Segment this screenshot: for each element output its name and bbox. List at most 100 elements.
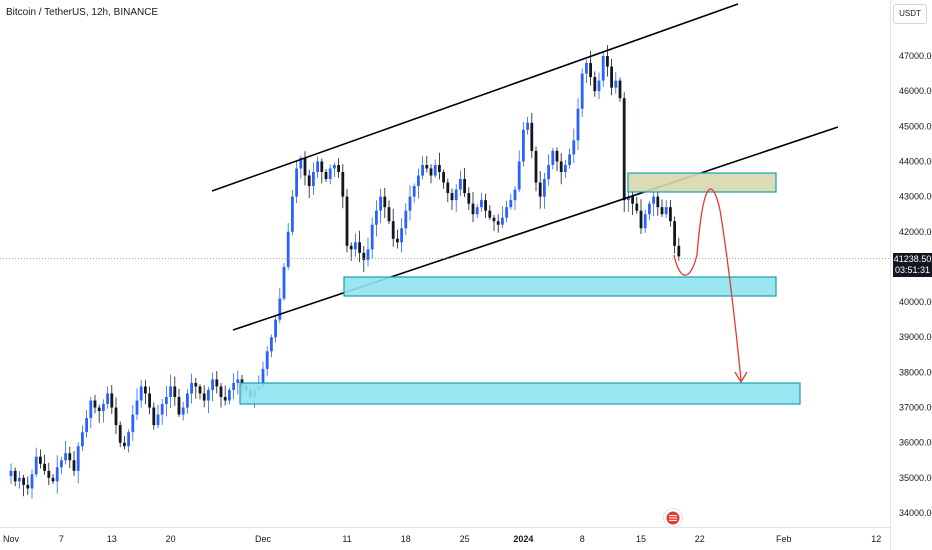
candle-body (127, 432, 130, 447)
candle-body (282, 266, 286, 299)
resistance-zone[interactable] (627, 172, 777, 193)
y-tick-label: 39000.00 (899, 332, 932, 342)
candle-body (627, 196, 630, 201)
candle-body (610, 66, 613, 88)
candle-body (274, 319, 277, 338)
candle-body (349, 245, 353, 250)
candle-body (26, 484, 30, 489)
candle-body (417, 175, 420, 187)
candle-body (467, 193, 471, 204)
candle-body (236, 379, 240, 383)
candle-body (555, 150, 559, 162)
candle-body (232, 382, 235, 390)
y-tick-label: 37000.00 (899, 403, 932, 413)
channel-lower-line[interactable] (232, 126, 839, 331)
candle-body (43, 463, 46, 471)
candle-body (93, 400, 97, 408)
candle-body (522, 129, 525, 162)
candle-body (299, 157, 303, 169)
candle-body (429, 168, 433, 176)
candle-body (576, 108, 580, 141)
support-zone-lower[interactable] (239, 382, 801, 405)
candle-body (337, 164, 340, 173)
candle-body (265, 351, 269, 369)
candle-body (68, 453, 72, 461)
x-tick-label: 18 (401, 534, 411, 544)
candle-body (433, 164, 437, 176)
candle-body (492, 217, 496, 222)
x-axis[interactable]: Nov 7 13 20 Dec 11 18 25 2024 8 15 22 Feb 12 (3, 534, 881, 544)
candle-body (488, 210, 492, 218)
candle-body (450, 193, 454, 201)
candle-body (513, 189, 517, 201)
candle-body (110, 393, 114, 408)
y-tick-label: 40000.00 (899, 297, 932, 307)
candle-body (328, 168, 332, 180)
candle-body (202, 393, 206, 401)
candle-body (484, 200, 487, 211)
candle-body (375, 210, 378, 225)
support-zone-upper[interactable] (343, 276, 777, 297)
candle-body (333, 164, 336, 169)
candle-body (358, 242, 361, 253)
chart-title: Bitcoin / TetherUS, 12h, BINANCE (6, 7, 159, 18)
candle-body (316, 161, 319, 173)
candle-body (496, 221, 500, 225)
x-tick-label: 22 (695, 534, 705, 544)
candle-body (589, 63, 592, 78)
candle-body (425, 164, 429, 169)
candle-body (551, 150, 555, 165)
x-tick-label: Nov (3, 534, 20, 544)
candle-body (601, 56, 605, 81)
candle-body (517, 161, 521, 190)
candle-body (387, 207, 391, 222)
candle-body (286, 231, 290, 267)
candle-body (307, 175, 311, 187)
candle-body (438, 164, 441, 173)
projection-path[interactable] (673, 188, 742, 381)
candle-body (664, 207, 668, 215)
candle-body (412, 186, 416, 197)
candle-body (139, 386, 143, 401)
y-tick-label: 34000.00 (899, 508, 932, 518)
tradingview-logo-icon[interactable] (663, 508, 683, 528)
candle-body (656, 196, 660, 208)
x-tick-label: 25 (460, 534, 470, 544)
candle-body (530, 122, 534, 151)
candle-body (169, 386, 172, 397)
candle-body (446, 182, 450, 194)
candle-body (572, 140, 576, 155)
candle-body (639, 210, 643, 229)
candle-body (505, 207, 508, 218)
candle-body (660, 207, 664, 215)
candle-body (278, 298, 282, 320)
x-tick-label: 20 (166, 534, 176, 544)
candle-body (635, 203, 639, 211)
y-tick-label: 46000.00 (899, 86, 932, 96)
candle-body (324, 172, 328, 180)
candle-body (22, 477, 25, 485)
candle-body (580, 73, 584, 109)
candle-body (270, 337, 273, 352)
candle-body (366, 249, 370, 260)
channel-upper-line[interactable] (211, 3, 739, 192)
candle-body (459, 179, 462, 190)
candle-body (39, 456, 42, 464)
candle-body (165, 396, 168, 405)
y-tick-label: 43000.00 (899, 192, 932, 202)
candle-body (123, 442, 126, 447)
currency-button[interactable]: USDT (893, 4, 927, 24)
candle-body (404, 210, 408, 229)
x-tick-label: 7 (59, 534, 64, 544)
candle-body (534, 150, 538, 183)
candle-body (211, 379, 214, 390)
y-tick-label: 45000.00 (899, 121, 932, 131)
x-tick-label: 13 (107, 534, 117, 544)
candle-body (261, 368, 265, 387)
candle-body (547, 164, 550, 180)
y-tick-label: 44000.00 (899, 156, 932, 166)
candle-body (442, 172, 445, 183)
x-tick-label: 15 (636, 534, 646, 544)
y-tick-label: 36000.00 (899, 438, 932, 448)
